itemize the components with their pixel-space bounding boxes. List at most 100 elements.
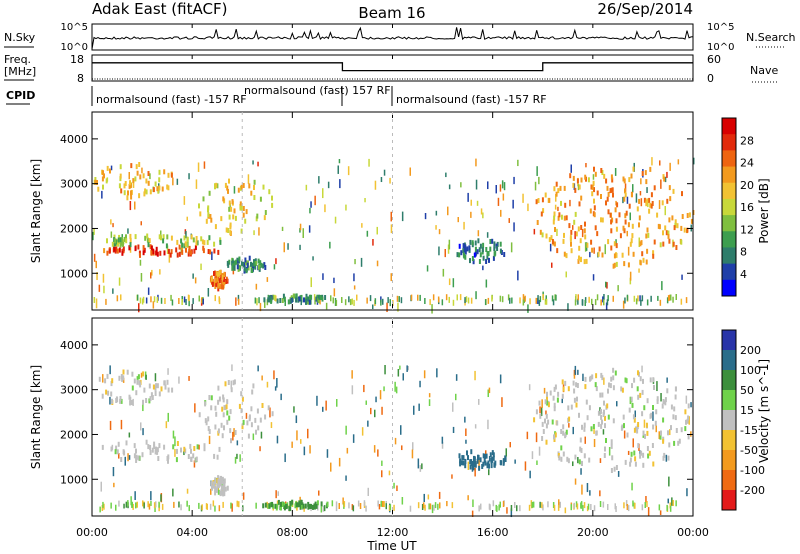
echo-region xyxy=(262,499,329,512)
echo-cell xyxy=(600,168,603,173)
echo-cell xyxy=(640,450,643,456)
near-range-echo xyxy=(173,501,175,508)
echo-cell xyxy=(642,462,645,468)
echo-cell xyxy=(595,430,598,436)
near-range-echo xyxy=(417,294,419,301)
echo-cell xyxy=(118,247,121,253)
echo-cell xyxy=(224,381,227,387)
echo-cell xyxy=(650,203,653,209)
echo-cell xyxy=(572,175,575,181)
scatter-echo xyxy=(394,381,396,392)
echo-cell xyxy=(126,369,129,375)
near-range-echo xyxy=(332,297,334,304)
echo-cell xyxy=(135,448,137,454)
near-range-echo xyxy=(437,296,440,303)
echo-cell xyxy=(228,259,231,265)
scatter-echo xyxy=(638,237,640,248)
near-range-echo xyxy=(198,502,200,509)
echo-cell xyxy=(199,211,202,217)
echo-cell xyxy=(242,206,245,211)
scatter-echo xyxy=(418,403,420,411)
echo-cell xyxy=(544,418,546,424)
scatter-echo xyxy=(128,432,131,438)
scatter-echo xyxy=(617,285,619,292)
echo-cell xyxy=(268,295,271,301)
scatter-echo xyxy=(573,373,576,379)
echo-cell xyxy=(260,262,263,268)
echo-cell xyxy=(548,237,551,243)
scatter-echo xyxy=(592,274,595,281)
scatter-echo xyxy=(334,216,337,224)
echo-cell xyxy=(554,384,557,390)
echo-cell xyxy=(628,407,631,413)
near-range-echo xyxy=(380,299,382,306)
scatter-echo xyxy=(574,231,576,240)
scatter-echo xyxy=(324,204,326,213)
echo-cell xyxy=(464,244,467,250)
echo-cell xyxy=(622,176,625,182)
scatter-echo xyxy=(101,190,103,199)
scatter-echo xyxy=(529,470,531,479)
echo-cell xyxy=(649,413,652,419)
echo-cell xyxy=(503,252,506,257)
echo-cell xyxy=(574,187,577,193)
scatter-echo xyxy=(652,411,654,421)
echo-cell xyxy=(482,461,485,467)
near-range-echo xyxy=(557,504,560,511)
echo-cell xyxy=(648,197,651,203)
near-range-echo xyxy=(542,504,544,511)
near-range-echo xyxy=(237,294,240,301)
scatter-echo xyxy=(635,193,638,203)
near-range-echo xyxy=(524,295,526,302)
scatter-echo xyxy=(623,430,626,439)
echo-cell xyxy=(166,184,169,190)
y-tick-label: 1000 xyxy=(60,267,88,280)
scatter-echo xyxy=(438,229,441,235)
echo-cell xyxy=(483,458,486,464)
echo-cell xyxy=(236,264,239,270)
scatter-echo xyxy=(112,223,114,228)
echo-cell xyxy=(578,184,581,190)
y-tick-label: 1000 xyxy=(60,473,88,486)
echo-cell xyxy=(167,458,169,464)
near-range-echo xyxy=(451,502,454,509)
echo-cell xyxy=(573,388,576,394)
scatter-echo xyxy=(231,503,233,512)
scatter-echo xyxy=(438,246,440,256)
echo-cell xyxy=(158,185,161,191)
time-x-axis: 00:00 04:00 08:00 12:00 16:00 20:00 00:00 xyxy=(76,24,709,539)
scatter-echo xyxy=(499,374,502,384)
scatter-echo xyxy=(183,451,185,456)
echo-cell xyxy=(139,252,141,258)
near-range-echo xyxy=(573,502,575,509)
echo-cell xyxy=(192,453,195,459)
scatter-echo xyxy=(291,441,293,448)
near-range-echo xyxy=(429,299,431,306)
echo-cell xyxy=(584,234,587,240)
near-range-echo xyxy=(575,294,577,301)
near-range-echo xyxy=(338,503,340,509)
power-colorbar-swatch xyxy=(722,247,736,265)
near-range-echo xyxy=(433,504,435,511)
echo-cell xyxy=(631,192,633,198)
scatter-echo xyxy=(141,167,143,174)
echo-cell xyxy=(169,252,172,258)
x-tick-label: 00:00 xyxy=(677,526,709,539)
echo-cell xyxy=(641,171,644,176)
echo-cell xyxy=(297,502,300,508)
echo-cell xyxy=(600,414,603,420)
echo-cell xyxy=(482,242,485,248)
echo-cell xyxy=(242,419,245,425)
echo-cell xyxy=(254,258,257,264)
echo-cell xyxy=(124,181,127,186)
near-range-echo xyxy=(335,299,338,306)
scatter-echo xyxy=(352,434,355,443)
echo-cell xyxy=(570,248,573,254)
echo-cell xyxy=(678,438,681,444)
echo-cell xyxy=(186,236,189,242)
scatter-echo xyxy=(669,162,671,171)
echo-cell xyxy=(279,298,282,303)
echo-cell xyxy=(604,423,606,429)
near-range-echo xyxy=(555,294,557,301)
